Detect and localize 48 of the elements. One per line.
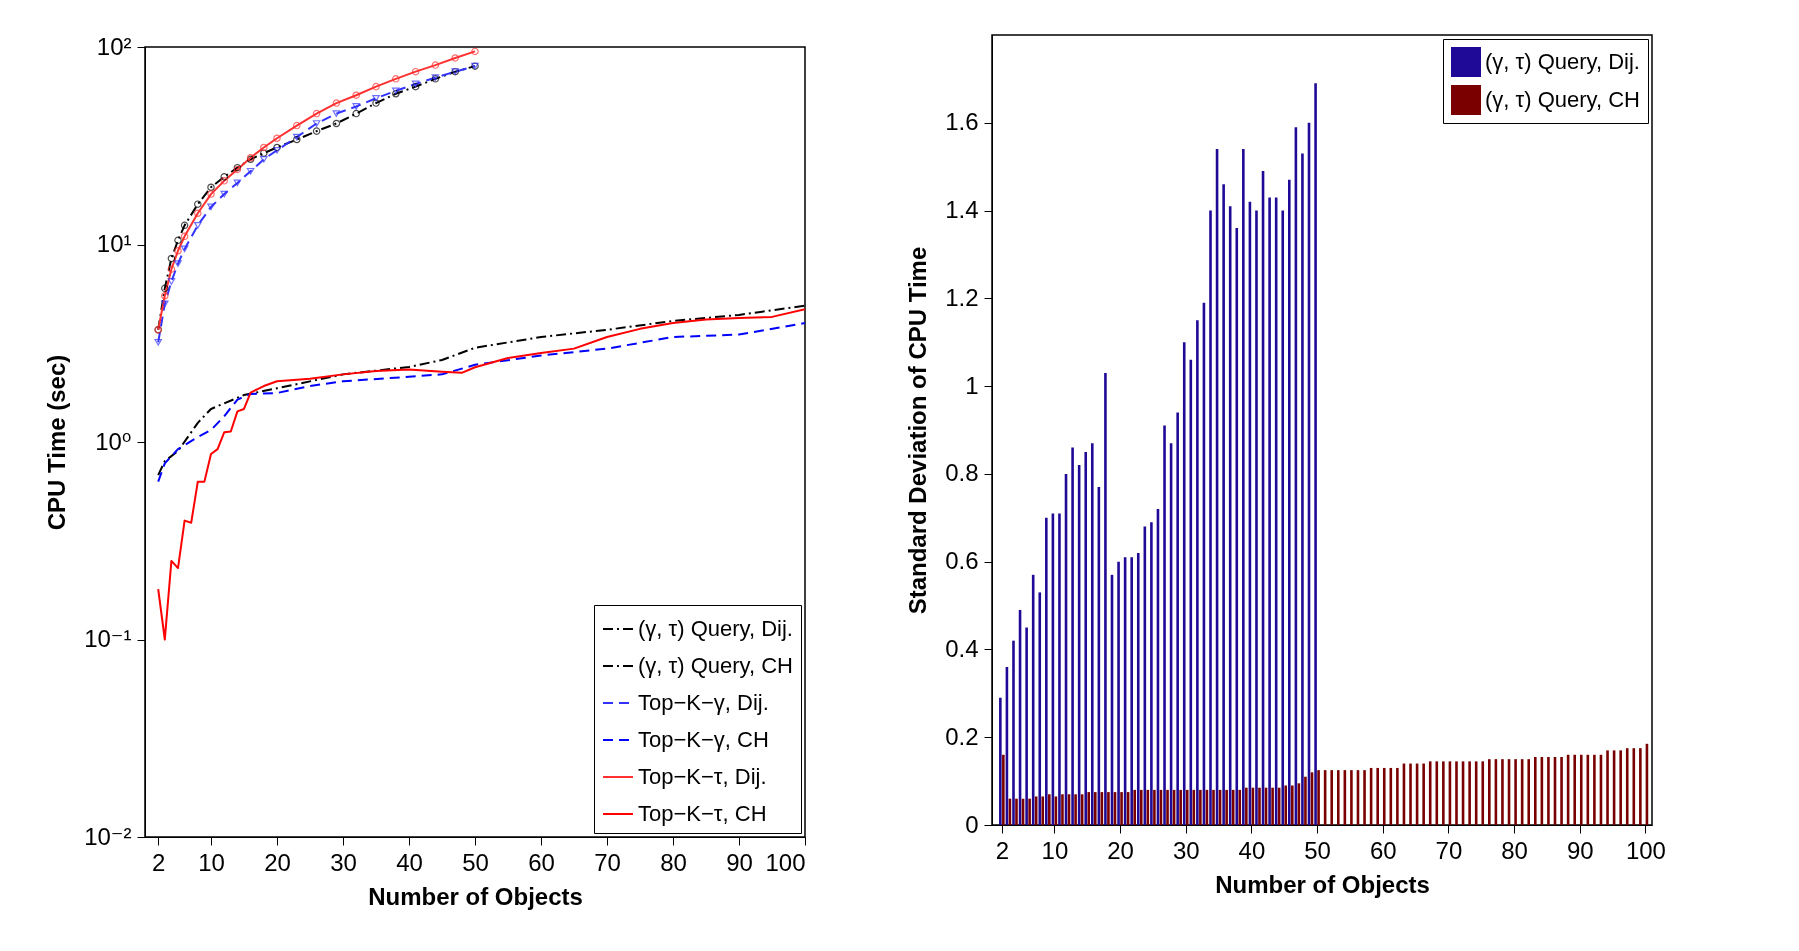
y-tick-label: 10⁻² [84, 822, 132, 850]
legend-label: (γ, τ) Query, Dij. [1485, 49, 1640, 74]
y-tick-label: 10⁻¹ [84, 625, 132, 652]
x-tick-label: 40 [1238, 836, 1266, 864]
x-tick-label: 20 [1107, 836, 1134, 864]
x-axis-title: Number of Objects [1215, 870, 1430, 898]
x-tick-label: 60 [1369, 836, 1397, 864]
x-tick-label: 2 [995, 836, 1010, 864]
y-tick-label: 0 [965, 810, 979, 838]
x-tick-label: 20 [264, 848, 291, 876]
x-tick-label: 50 [462, 848, 489, 876]
y-tick-label: 0.6 [945, 547, 979, 575]
y-tick-label: 1.2 [945, 283, 979, 311]
y-axis-title: CPU Time (sec) [43, 354, 71, 531]
x-tick-label: 70 [1435, 836, 1463, 864]
x-tick-label: 90 [1566, 836, 1594, 864]
legend-label: (γ, τ) Query, Dij. [638, 616, 793, 641]
x-tick-label: 50 [1304, 836, 1331, 864]
y-tick-label: 0.4 [945, 634, 979, 662]
y-tick-label: 1.6 [945, 108, 979, 136]
x-tick-label: 40 [396, 848, 423, 876]
x-axis-title: Number of Objects [368, 882, 583, 910]
y-tick-label: 1 [965, 371, 979, 399]
x-tick-label: 90 [726, 848, 753, 876]
legend-label: Top−K−τ, Dij. [638, 764, 767, 789]
x-tick-label: 2 [152, 848, 166, 876]
x-tick-label: 30 [1172, 836, 1200, 864]
x-tick-label: 80 [660, 848, 687, 876]
y-tick-label: 0.8 [945, 459, 979, 487]
legend-label: Top−K−τ, CH [638, 801, 767, 826]
x-tick-label: 30 [330, 848, 357, 876]
y-tick-label: 10² [96, 32, 132, 60]
y-tick-label: 10⁰ [95, 427, 132, 455]
legend-label: (γ, τ) Query, CH [638, 653, 793, 678]
legend-label: Top−K−γ, Dij. [638, 690, 769, 715]
x-tick-label: 100 [765, 848, 806, 876]
legend-label: (γ, τ) Query, CH [1485, 87, 1640, 112]
y-tick-label: 0.2 [945, 722, 979, 750]
legend-label: Top−K−γ, CH [638, 727, 769, 752]
y-axis-title: Standard Deviation of CPU Time [904, 246, 932, 615]
y-tick-label: 10¹ [96, 230, 132, 257]
x-tick-label: 10 [1041, 836, 1069, 864]
y-tick-label: 1.4 [945, 196, 979, 224]
x-tick-label: 80 [1501, 836, 1528, 864]
x-tick-label: 60 [528, 848, 555, 876]
x-tick-label: 10 [198, 848, 225, 876]
x-tick-label: 100 [1625, 836, 1666, 864]
x-tick-label: 70 [594, 848, 621, 876]
